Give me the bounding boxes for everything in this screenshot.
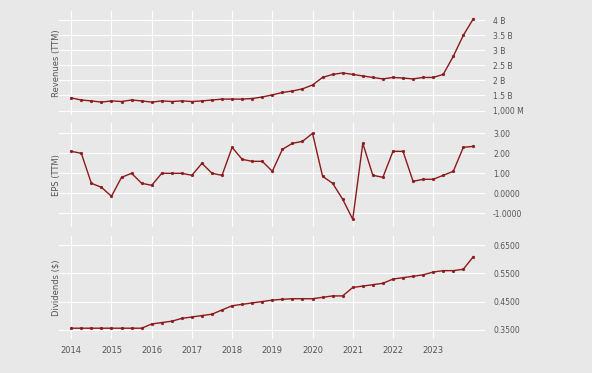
Y-axis label: EPS (TTM): EPS (TTM): [52, 154, 61, 196]
Y-axis label: Dividends ($): Dividends ($): [52, 259, 61, 316]
Y-axis label: Revenues (TTM): Revenues (TTM): [52, 29, 61, 97]
